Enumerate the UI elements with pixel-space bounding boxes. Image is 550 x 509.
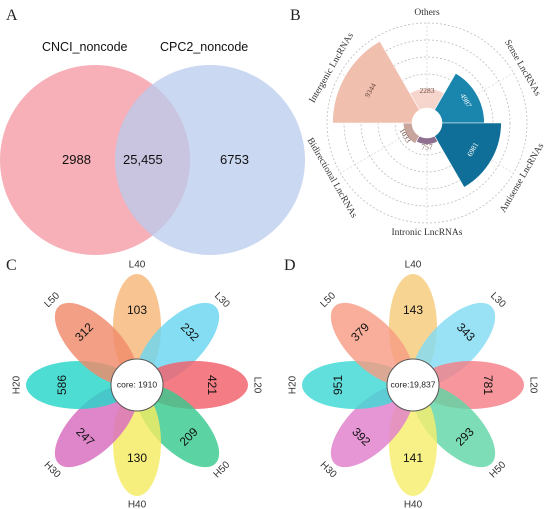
petal-l30 [412, 302, 496, 386]
petal-label-h40: H40 [404, 500, 423, 509]
petal-h50 [136, 384, 220, 468]
panel-letter-c: C [6, 257, 17, 274]
petal-label-h40: H40 [128, 500, 147, 509]
radial-value-label: 757 [421, 142, 433, 151]
petal-h30 [330, 384, 414, 468]
petal-label-l40: L40 [129, 260, 146, 271]
petal-value-l40: 143 [403, 303, 423, 317]
petal-value-h20: 951 [331, 375, 345, 395]
venn-value-left-only: 2988 [62, 152, 91, 167]
panel-letter-b: B [290, 7, 301, 24]
petal-h30 [54, 384, 138, 468]
petal-value-l40: 103 [127, 303, 147, 317]
flower-core-label: core: 1910 [117, 379, 157, 389]
panel-letter-a: A [6, 7, 18, 24]
petal-l30 [136, 302, 220, 386]
radial-sector-sense-lncrnas [434, 72, 485, 124]
panel-letter-d: D [284, 257, 296, 274]
petal-label-l20: L20 [251, 377, 262, 394]
flower-core-label: core:19,837 [391, 379, 436, 389]
petal-value-h40: 130 [127, 451, 147, 465]
venn-diagram: CNCI_noncode CPC2_noncode 2988 25,455 67… [0, 40, 305, 255]
petal-l50 [54, 302, 138, 386]
petal-value-l20: 781 [481, 375, 495, 395]
radial-category-label: Intronic LncRNAs [392, 228, 463, 238]
petal-label-l40: L40 [405, 260, 422, 271]
venn-value-intersection: 25,455 [123, 152, 163, 167]
radial-category-label: Sense LncRNAs [502, 38, 542, 98]
petal-label-h20: H20 [12, 375, 23, 394]
flower-core [386, 358, 440, 412]
venn-circle-cpc2 [115, 65, 305, 255]
flower-core [110, 358, 164, 412]
venn-value-right-only: 6753 [220, 152, 249, 167]
radial-center [412, 108, 442, 138]
radial-category-label: Bidirectional LncRNAs [305, 136, 359, 220]
petal-value-h40: 141 [403, 451, 423, 465]
venn-set-label-cnci: CNCI_noncode [42, 40, 128, 54]
petal-l50 [330, 302, 414, 386]
radial-category-label: Others [414, 8, 440, 18]
petal-label-h20: H20 [288, 375, 299, 394]
petal-value-h20: 586 [55, 375, 69, 395]
petal-value-l20: 421 [205, 375, 219, 395]
radial-value-label: 2283 [420, 86, 435, 95]
petal-label-l20: L20 [527, 377, 538, 394]
petal-h50 [412, 384, 496, 468]
venn-set-label-cpc2: CPC2_noncode [160, 40, 248, 54]
